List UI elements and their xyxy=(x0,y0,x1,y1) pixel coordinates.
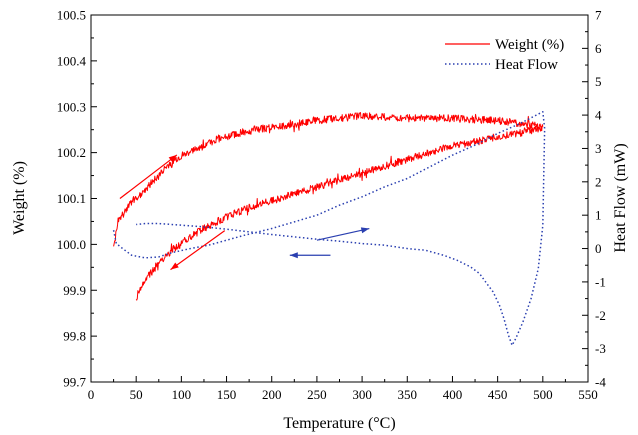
arrow-shaft xyxy=(170,230,226,271)
right-y-axis-title: Heat Flow (mW) xyxy=(612,143,629,252)
right-y-tick-label: 2 xyxy=(595,174,602,189)
right-y-tick-label: -4 xyxy=(595,375,606,390)
annotation-arrow xyxy=(289,252,331,259)
left-y-axis-ticks: 99.7 99.8 99.9 100.0 100.1 100.2 100.3 100.4 100… xyxy=(57,8,97,390)
x-tick-label: 200 xyxy=(262,387,282,402)
x-tick-label: 400 xyxy=(443,387,463,402)
annotation-arrow xyxy=(119,154,178,199)
x-axis-title: Temperature (°C) xyxy=(283,415,395,432)
arrow-shaft xyxy=(119,154,178,199)
right-y-tick-label: -3 xyxy=(595,341,606,356)
x-tick-label: 500 xyxy=(533,387,553,402)
x-tick-label: 50 xyxy=(130,387,143,402)
right-y-tick-label: 3 xyxy=(595,141,602,156)
plot-layer xyxy=(112,111,546,347)
arrow-head xyxy=(289,252,298,259)
left-y-tick-label: 100.0 xyxy=(57,237,86,252)
series-line-weight xyxy=(113,112,544,301)
x-tick-label: 550 xyxy=(578,387,598,402)
left-y-tick-label: 100.5 xyxy=(57,8,86,23)
left-y-tick-label: 100.4 xyxy=(57,53,87,68)
x-tick-label: 450 xyxy=(488,387,508,402)
left-y-tick-label: 99.7 xyxy=(63,375,86,390)
left-y-tick-label: 99.9 xyxy=(63,283,86,298)
x-tick-label: 0 xyxy=(88,387,95,402)
right-y-tick-label: 1 xyxy=(595,208,602,223)
right-y-tick-label: -1 xyxy=(595,274,606,289)
left-y-tick-label: 100.2 xyxy=(57,145,86,160)
right-y-axis-ticks: -4 -3 -2 -1 0 1 2 3 4 5 6 7 xyxy=(582,8,606,390)
x-tick-label: 300 xyxy=(352,387,372,402)
arrow-head xyxy=(360,227,370,234)
left-y-axis-title: Weight (%) xyxy=(11,161,28,235)
annotation-arrow xyxy=(170,230,226,271)
arrow-shaft xyxy=(316,227,370,241)
legend-label-heat-flow: Heat Flow xyxy=(495,57,558,73)
right-y-tick-label: 0 xyxy=(595,241,602,256)
right-y-tick-label: 5 xyxy=(595,74,602,89)
arrow-head xyxy=(170,262,179,270)
left-y-tick-label: 100.3 xyxy=(57,99,86,114)
right-y-tick-label: 7 xyxy=(595,8,602,23)
right-y-tick-label: 6 xyxy=(595,41,602,56)
series-line-heat-flow xyxy=(112,111,546,347)
arrow-head xyxy=(168,154,177,163)
annotation-arrow xyxy=(316,227,370,241)
x-tick-label: 150 xyxy=(217,387,237,402)
right-y-tick-label: -2 xyxy=(595,308,606,323)
legend: Weight (%) Heat Flow xyxy=(445,37,564,73)
legend-label-weight: Weight (%) xyxy=(495,37,564,53)
x-tick-label: 350 xyxy=(398,387,418,402)
left-y-tick-label: 99.8 xyxy=(63,329,86,344)
right-y-tick-label: 4 xyxy=(595,108,602,123)
x-tick-label: 250 xyxy=(307,387,327,402)
left-y-tick-label: 100.1 xyxy=(57,191,86,206)
x-axis-ticks: 0 50 100 150 200 250 300 350 400 450 500 550 xyxy=(88,376,598,402)
x-tick-label: 100 xyxy=(172,387,192,402)
